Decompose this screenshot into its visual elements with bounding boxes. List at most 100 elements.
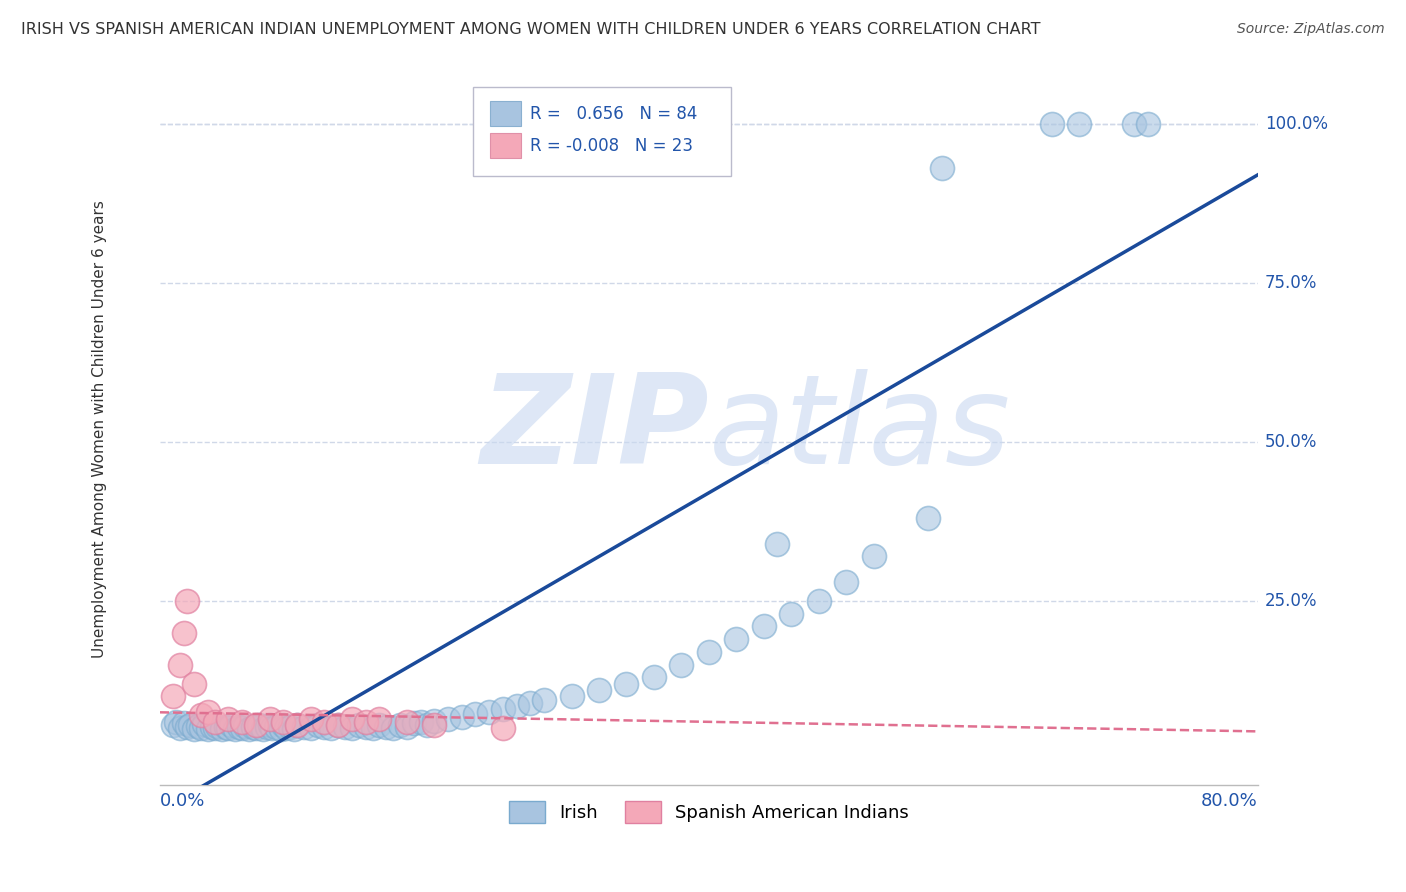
- Point: [285, 718, 308, 732]
- FancyBboxPatch shape: [491, 101, 522, 127]
- Text: 50.0%: 50.0%: [1265, 433, 1317, 451]
- Text: IRISH VS SPANISH AMERICAN INDIAN UNEMPLOYMENT AMONG WOMEN WITH CHILDREN UNDER 6 : IRISH VS SPANISH AMERICAN INDIAN UNEMPLO…: [21, 22, 1040, 37]
- Point: [519, 696, 541, 710]
- Point: [183, 676, 205, 690]
- Point: [1069, 117, 1091, 131]
- Text: R =   0.656   N = 84: R = 0.656 N = 84: [530, 104, 697, 122]
- Point: [671, 657, 693, 672]
- Point: [340, 712, 363, 726]
- Point: [162, 690, 184, 704]
- Point: [176, 594, 198, 608]
- Point: [219, 718, 242, 732]
- Point: [835, 574, 858, 589]
- Point: [328, 718, 350, 732]
- Point: [321, 721, 343, 735]
- Point: [262, 721, 284, 735]
- Point: [725, 632, 748, 647]
- Point: [752, 619, 775, 633]
- Point: [259, 712, 281, 726]
- Point: [173, 625, 195, 640]
- Point: [347, 718, 370, 732]
- Point: [464, 707, 486, 722]
- Text: 80.0%: 80.0%: [1201, 792, 1258, 810]
- Point: [354, 714, 377, 729]
- Point: [266, 720, 288, 734]
- Point: [368, 718, 391, 732]
- Point: [270, 723, 292, 737]
- Point: [190, 708, 212, 723]
- Point: [193, 717, 215, 731]
- Point: [1040, 117, 1063, 131]
- Point: [314, 720, 336, 734]
- Point: [256, 720, 278, 734]
- Legend: Irish, Spanish American Indians: Irish, Spanish American Indians: [502, 793, 917, 830]
- Point: [314, 714, 336, 729]
- Point: [271, 714, 294, 729]
- Point: [395, 720, 418, 734]
- Point: [450, 710, 472, 724]
- Point: [409, 714, 432, 729]
- Point: [807, 594, 830, 608]
- Text: ZIP: ZIP: [479, 368, 709, 490]
- Point: [1137, 117, 1160, 131]
- Point: [190, 721, 212, 735]
- Point: [917, 511, 939, 525]
- Point: [252, 723, 274, 737]
- Point: [616, 676, 638, 690]
- Text: 75.0%: 75.0%: [1265, 274, 1317, 292]
- Point: [204, 721, 226, 735]
- Point: [561, 690, 583, 704]
- Point: [697, 645, 720, 659]
- Point: [162, 718, 184, 732]
- Point: [416, 718, 439, 732]
- Point: [328, 718, 350, 732]
- Point: [245, 721, 267, 735]
- Point: [283, 723, 305, 737]
- Point: [211, 723, 233, 737]
- Point: [361, 721, 384, 735]
- Point: [217, 721, 239, 735]
- Point: [176, 720, 198, 734]
- Point: [354, 720, 377, 734]
- Point: [197, 723, 219, 737]
- Point: [382, 721, 405, 735]
- Point: [187, 719, 209, 733]
- Point: [1123, 117, 1146, 131]
- Point: [478, 706, 501, 720]
- Point: [169, 657, 191, 672]
- Point: [388, 718, 411, 732]
- Point: [259, 718, 281, 732]
- FancyBboxPatch shape: [491, 133, 522, 159]
- Point: [780, 607, 803, 621]
- Point: [214, 720, 236, 734]
- Point: [204, 714, 226, 729]
- Point: [307, 718, 329, 732]
- Point: [165, 714, 187, 729]
- Point: [179, 718, 201, 732]
- Point: [862, 549, 884, 564]
- Point: [233, 719, 256, 733]
- Point: [766, 537, 789, 551]
- Point: [231, 714, 253, 729]
- Point: [242, 720, 264, 734]
- FancyBboxPatch shape: [472, 87, 731, 177]
- Point: [423, 714, 446, 728]
- Point: [375, 720, 398, 734]
- Point: [274, 721, 297, 735]
- Point: [395, 714, 418, 729]
- Point: [231, 721, 253, 735]
- Text: Unemployment Among Women with Children Under 6 years: Unemployment Among Women with Children U…: [91, 201, 107, 658]
- Point: [183, 723, 205, 737]
- Text: R = -0.008   N = 23: R = -0.008 N = 23: [530, 136, 693, 154]
- Point: [201, 720, 224, 734]
- Point: [217, 712, 239, 726]
- Point: [588, 683, 610, 698]
- Point: [292, 720, 315, 734]
- Point: [247, 718, 270, 732]
- Point: [423, 718, 446, 732]
- Text: 0.0%: 0.0%: [160, 792, 205, 810]
- Point: [169, 721, 191, 735]
- Point: [299, 712, 322, 726]
- Point: [402, 716, 425, 731]
- Point: [492, 721, 515, 735]
